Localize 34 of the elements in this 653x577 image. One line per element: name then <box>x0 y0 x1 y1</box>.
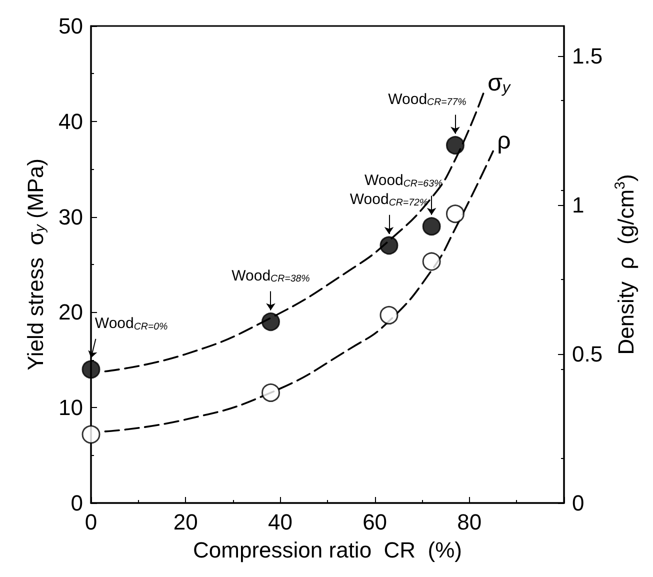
y-tick-label: 50 <box>58 14 83 38</box>
y2-axis-title: Density ρ (g/cm3) <box>612 174 638 355</box>
point <box>82 360 100 379</box>
point <box>262 383 280 402</box>
point <box>422 252 441 271</box>
annotation: WoodCR=38% <box>232 267 310 285</box>
y2-tick-label: 0 <box>572 490 584 516</box>
legend-label: ρ <box>497 128 511 155</box>
series-label: σy <box>488 69 512 97</box>
x-tick-label: 80 <box>457 510 482 534</box>
y2-tick-label: 1.5 <box>572 43 603 68</box>
x-tick-label: 20 <box>173 510 198 534</box>
point <box>380 236 398 255</box>
x-tick-label: 60 <box>362 510 388 534</box>
annotation: WoodCR=77% <box>388 90 467 108</box>
point <box>262 312 280 331</box>
point <box>446 136 464 154</box>
y-tick-label: 30 <box>58 204 83 230</box>
y-axis-title: Yield stress σy (MPa) <box>23 158 49 370</box>
point <box>380 306 398 324</box>
x-tick-label: 40 <box>268 510 292 534</box>
y2-tick-label: 1 <box>572 192 584 218</box>
annotation: WoodCR=0% <box>94 315 168 333</box>
y-tick-label: 10 <box>58 395 83 420</box>
x-axis-title: Compression ratio CR (%) <box>193 538 462 562</box>
y-tick-label: 0 <box>70 490 83 516</box>
y-tick-label: 20 <box>58 300 83 325</box>
annotation: WoodCR=72% <box>350 191 428 208</box>
point <box>82 425 100 444</box>
point <box>422 217 441 236</box>
annotation: WoodCR=63% <box>364 172 443 190</box>
point <box>446 204 464 224</box>
y-tick-label: 40 <box>58 108 83 134</box>
y2-tick-label: 0.5 <box>572 341 603 366</box>
